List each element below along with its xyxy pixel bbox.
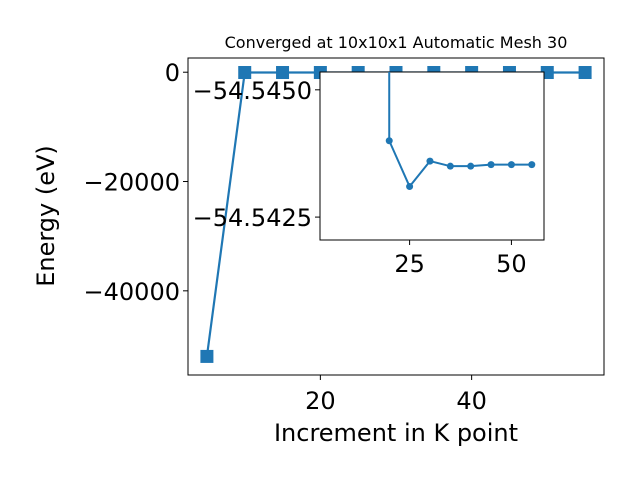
inset-series [385, 72, 536, 191]
main-y-tick-label-0: 0 [165, 59, 180, 87]
main-y-tick-label-1: −20000 [84, 169, 180, 197]
main-x-tick-label-0: 20 [305, 387, 336, 415]
inset-ticks: 25 50 −54.5450 −54.5425 [193, 77, 527, 278]
inset-plot-frame [319, 71, 545, 241]
inset-point-2 [406, 183, 414, 191]
main-point-1 [238, 66, 252, 80]
main-point-10 [578, 66, 592, 80]
x-axis-label: Increment in K point [274, 419, 518, 447]
inset-point-7 [507, 161, 515, 169]
y-axis-label: Energy (eV) [32, 145, 60, 287]
main-y-tick-label-2: −40000 [84, 278, 180, 306]
inset-point-3 [426, 157, 434, 165]
main-point-2 [276, 66, 290, 80]
inset-x-tick-label-0: 25 [394, 250, 425, 278]
main-point-0 [200, 349, 214, 363]
main-ticks: 20 40 0 −20000 −40000 [84, 59, 487, 415]
inset-point-4 [446, 162, 454, 170]
inset-point-8 [528, 161, 536, 169]
inset-y-tick-label-0: −54.5450 [193, 77, 312, 105]
inset-point-6 [487, 161, 495, 169]
main-x-tick-label-1: 40 [456, 387, 487, 415]
inset-x-tick-label-1: 50 [496, 250, 527, 278]
chart-title: Converged at 10x10x1 Automatic Mesh 30 [225, 33, 568, 52]
inset-y-tick-label-1: −54.5425 [193, 204, 312, 232]
inset-point-1 [385, 137, 393, 145]
inset-point-5 [467, 162, 475, 170]
